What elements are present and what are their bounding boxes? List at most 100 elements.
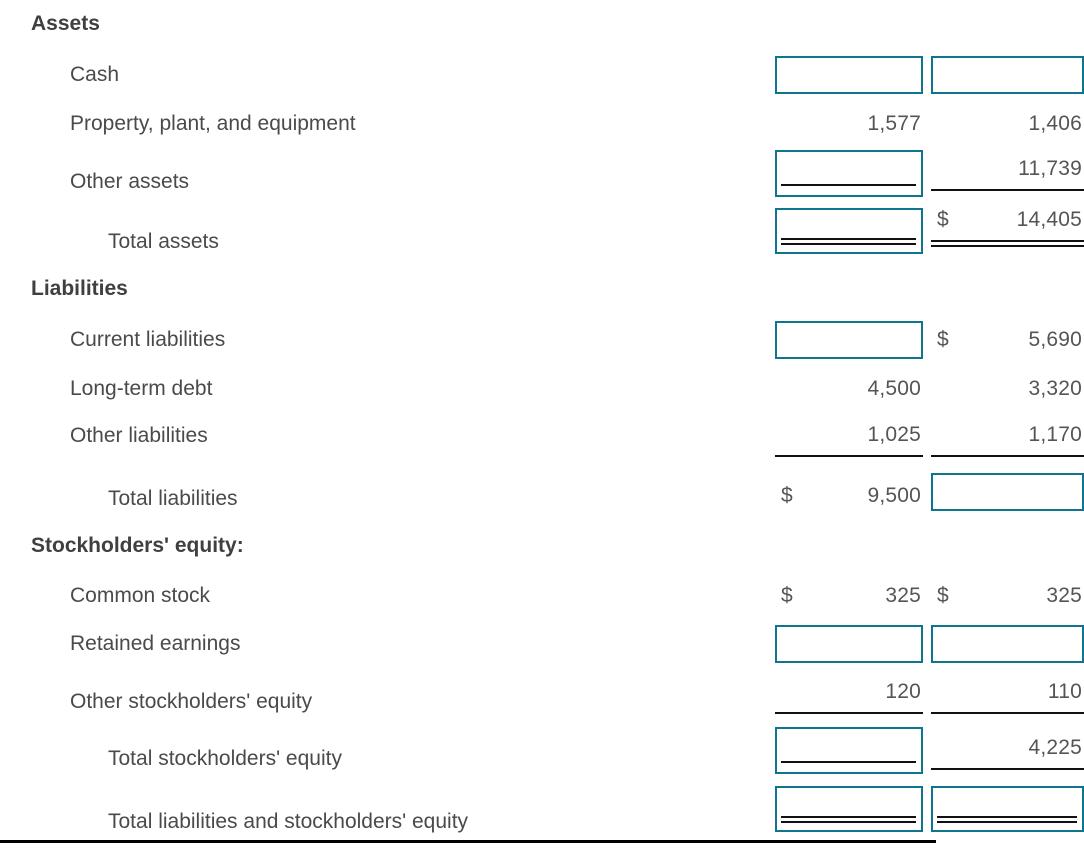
amount-value-wrap: 4,500 xyxy=(775,377,923,401)
row-cash: Cash xyxy=(0,48,1084,102)
amount-value-wrap: 1,025 xyxy=(775,423,923,457)
row-label: Long-term debt xyxy=(70,376,213,400)
amount-input-current-liabilities-col1[interactable] xyxy=(777,323,921,357)
amount-value-row: 110 xyxy=(931,680,1084,704)
section-heading: Stockholders' equity: xyxy=(31,534,244,557)
amount-value: 3,320 xyxy=(1028,376,1082,400)
amount-cell-col2 xyxy=(931,778,1084,840)
amount-value: 1,577 xyxy=(867,112,921,135)
amount-value-row: 1,025 xyxy=(775,423,923,447)
section-heading: Liabilities xyxy=(31,276,128,300)
currency-symbol: $ xyxy=(781,484,793,507)
amount-cell-col2: $325 xyxy=(931,572,1084,620)
row-other-assets: Other assets 11,739 xyxy=(0,146,1084,200)
amount-value-wrap: $325 xyxy=(931,584,1084,608)
amount-cell-col1: $325 xyxy=(775,572,923,620)
amount-input-total-lse-col2[interactable] xyxy=(933,788,1082,830)
amount-value: 325 xyxy=(885,584,921,607)
table-bottom-border xyxy=(0,840,936,843)
amount-cell-col2: 1,406 xyxy=(931,102,1084,146)
currency-symbol: $ xyxy=(937,208,949,231)
amount-value: 1,406 xyxy=(1028,112,1082,135)
amount-cell-col1 xyxy=(775,200,923,262)
amount-value-row: 1,577 xyxy=(775,112,923,136)
row-label: Common stock xyxy=(70,584,211,607)
amount-value: 1,025 xyxy=(867,423,921,446)
single-underline xyxy=(931,712,1084,714)
amount-input-box xyxy=(775,56,923,94)
row-label: Total assets xyxy=(108,230,219,253)
amount-input-other-assets-col1[interactable] xyxy=(777,151,921,195)
row-other-liabilities: Other liabilities 1,025 1,170 xyxy=(0,412,1084,460)
amount-cell-col1 xyxy=(775,778,923,840)
amount-value: 14,405 xyxy=(1016,208,1082,231)
amount-value-row: 1,406 xyxy=(931,112,1084,136)
amount-cell-col2: 110 xyxy=(931,668,1084,716)
row-total-lse: Total liabilities and stockholders' equi… xyxy=(0,778,1084,840)
amount-input-retained-earnings-col1[interactable] xyxy=(777,627,921,661)
single-underline xyxy=(775,712,923,714)
row-stockholders-equity: Stockholders' equity: xyxy=(0,520,1084,572)
amount-value: 9,500 xyxy=(867,484,921,507)
amount-value-row: 11,739 xyxy=(931,157,1084,181)
amount-cell-col2: 3,320 xyxy=(931,365,1084,412)
amount-value-row: $9,500 xyxy=(775,484,923,508)
row-assets: Assets xyxy=(0,0,1084,48)
row-label: Property, plant, and equipment xyxy=(70,112,356,135)
row-total-se: Total stockholders' equity 4,225 xyxy=(0,716,1084,778)
row-label: Cash xyxy=(70,63,120,86)
amount-input-box xyxy=(931,473,1084,511)
row-current-liabilities: Current liabilities $5,690 xyxy=(0,315,1084,365)
single-underline xyxy=(775,455,923,457)
row-label: Other stockholders' equity xyxy=(70,690,313,713)
amount-value-wrap: 1,406 xyxy=(931,112,1084,136)
amount-input-box xyxy=(775,321,923,359)
row-total-liabilities: Total liabilities $9,500 xyxy=(0,460,1084,520)
amount-value-wrap: $9,500 xyxy=(775,484,923,508)
section-heading: Assets xyxy=(31,12,100,35)
row-other-se: Other stockholders' equity 120 110 xyxy=(0,668,1084,716)
amount-value-row: 1,170 xyxy=(931,423,1084,447)
amount-input-box xyxy=(775,208,923,254)
amount-value: 4,500 xyxy=(867,376,921,400)
amount-cell-col1 xyxy=(775,48,923,102)
amount-input-cash-col1[interactable] xyxy=(777,58,921,92)
amount-value: 5,690 xyxy=(1028,328,1082,351)
amount-value-wrap: $14,405 xyxy=(931,208,1084,247)
amount-input-box xyxy=(931,625,1084,663)
row-retained-earnings: Retained earnings xyxy=(0,620,1084,668)
amount-value-wrap: 11,739 xyxy=(931,157,1084,191)
amount-value-row: $325 xyxy=(775,584,923,608)
amount-input-retained-earnings-col2[interactable] xyxy=(933,627,1082,661)
amount-value: 325 xyxy=(1046,584,1082,607)
amount-input-total-liabilities-col2[interactable] xyxy=(933,475,1082,509)
amount-cell-col2: 4,225 xyxy=(931,716,1084,778)
amount-input-box xyxy=(775,786,923,832)
row-ppe: Property, plant, and equipment 1,577 1,406 xyxy=(0,102,1084,146)
amount-input-cash-col2[interactable] xyxy=(933,58,1082,92)
amount-cell-col2 xyxy=(931,460,1084,520)
row-label: Total liabilities xyxy=(108,487,238,510)
amount-value: 120 xyxy=(885,680,921,703)
amount-input-total-assets-col1[interactable] xyxy=(777,210,921,252)
amount-cell-col1: 120 xyxy=(775,668,923,716)
amount-value: 11,739 xyxy=(1018,157,1082,180)
currency-symbol: $ xyxy=(937,328,949,351)
row-label: Total stockholders' equity xyxy=(108,747,342,770)
row-long-term-debt: Long-term debt 4,500 3,320 xyxy=(0,365,1084,412)
amount-cell-col2: $5,690 xyxy=(931,315,1084,365)
amount-input-total-se-col1[interactable] xyxy=(777,728,921,772)
amount-cell-col1 xyxy=(775,146,923,200)
row-label: Total liabilities and stockholders' equi… xyxy=(108,810,469,833)
single-underline xyxy=(931,768,1084,770)
amount-value-row: $14,405 xyxy=(931,208,1084,232)
amount-cell-col1 xyxy=(775,620,923,668)
single-underline xyxy=(931,455,1084,457)
amount-input-total-lse-col1[interactable] xyxy=(777,788,921,830)
row-label: Retained earnings xyxy=(70,632,241,655)
amount-cell-col1 xyxy=(775,716,923,778)
amount-value-row: 4,225 xyxy=(931,736,1084,760)
amount-value: 1,170 xyxy=(1028,423,1082,446)
